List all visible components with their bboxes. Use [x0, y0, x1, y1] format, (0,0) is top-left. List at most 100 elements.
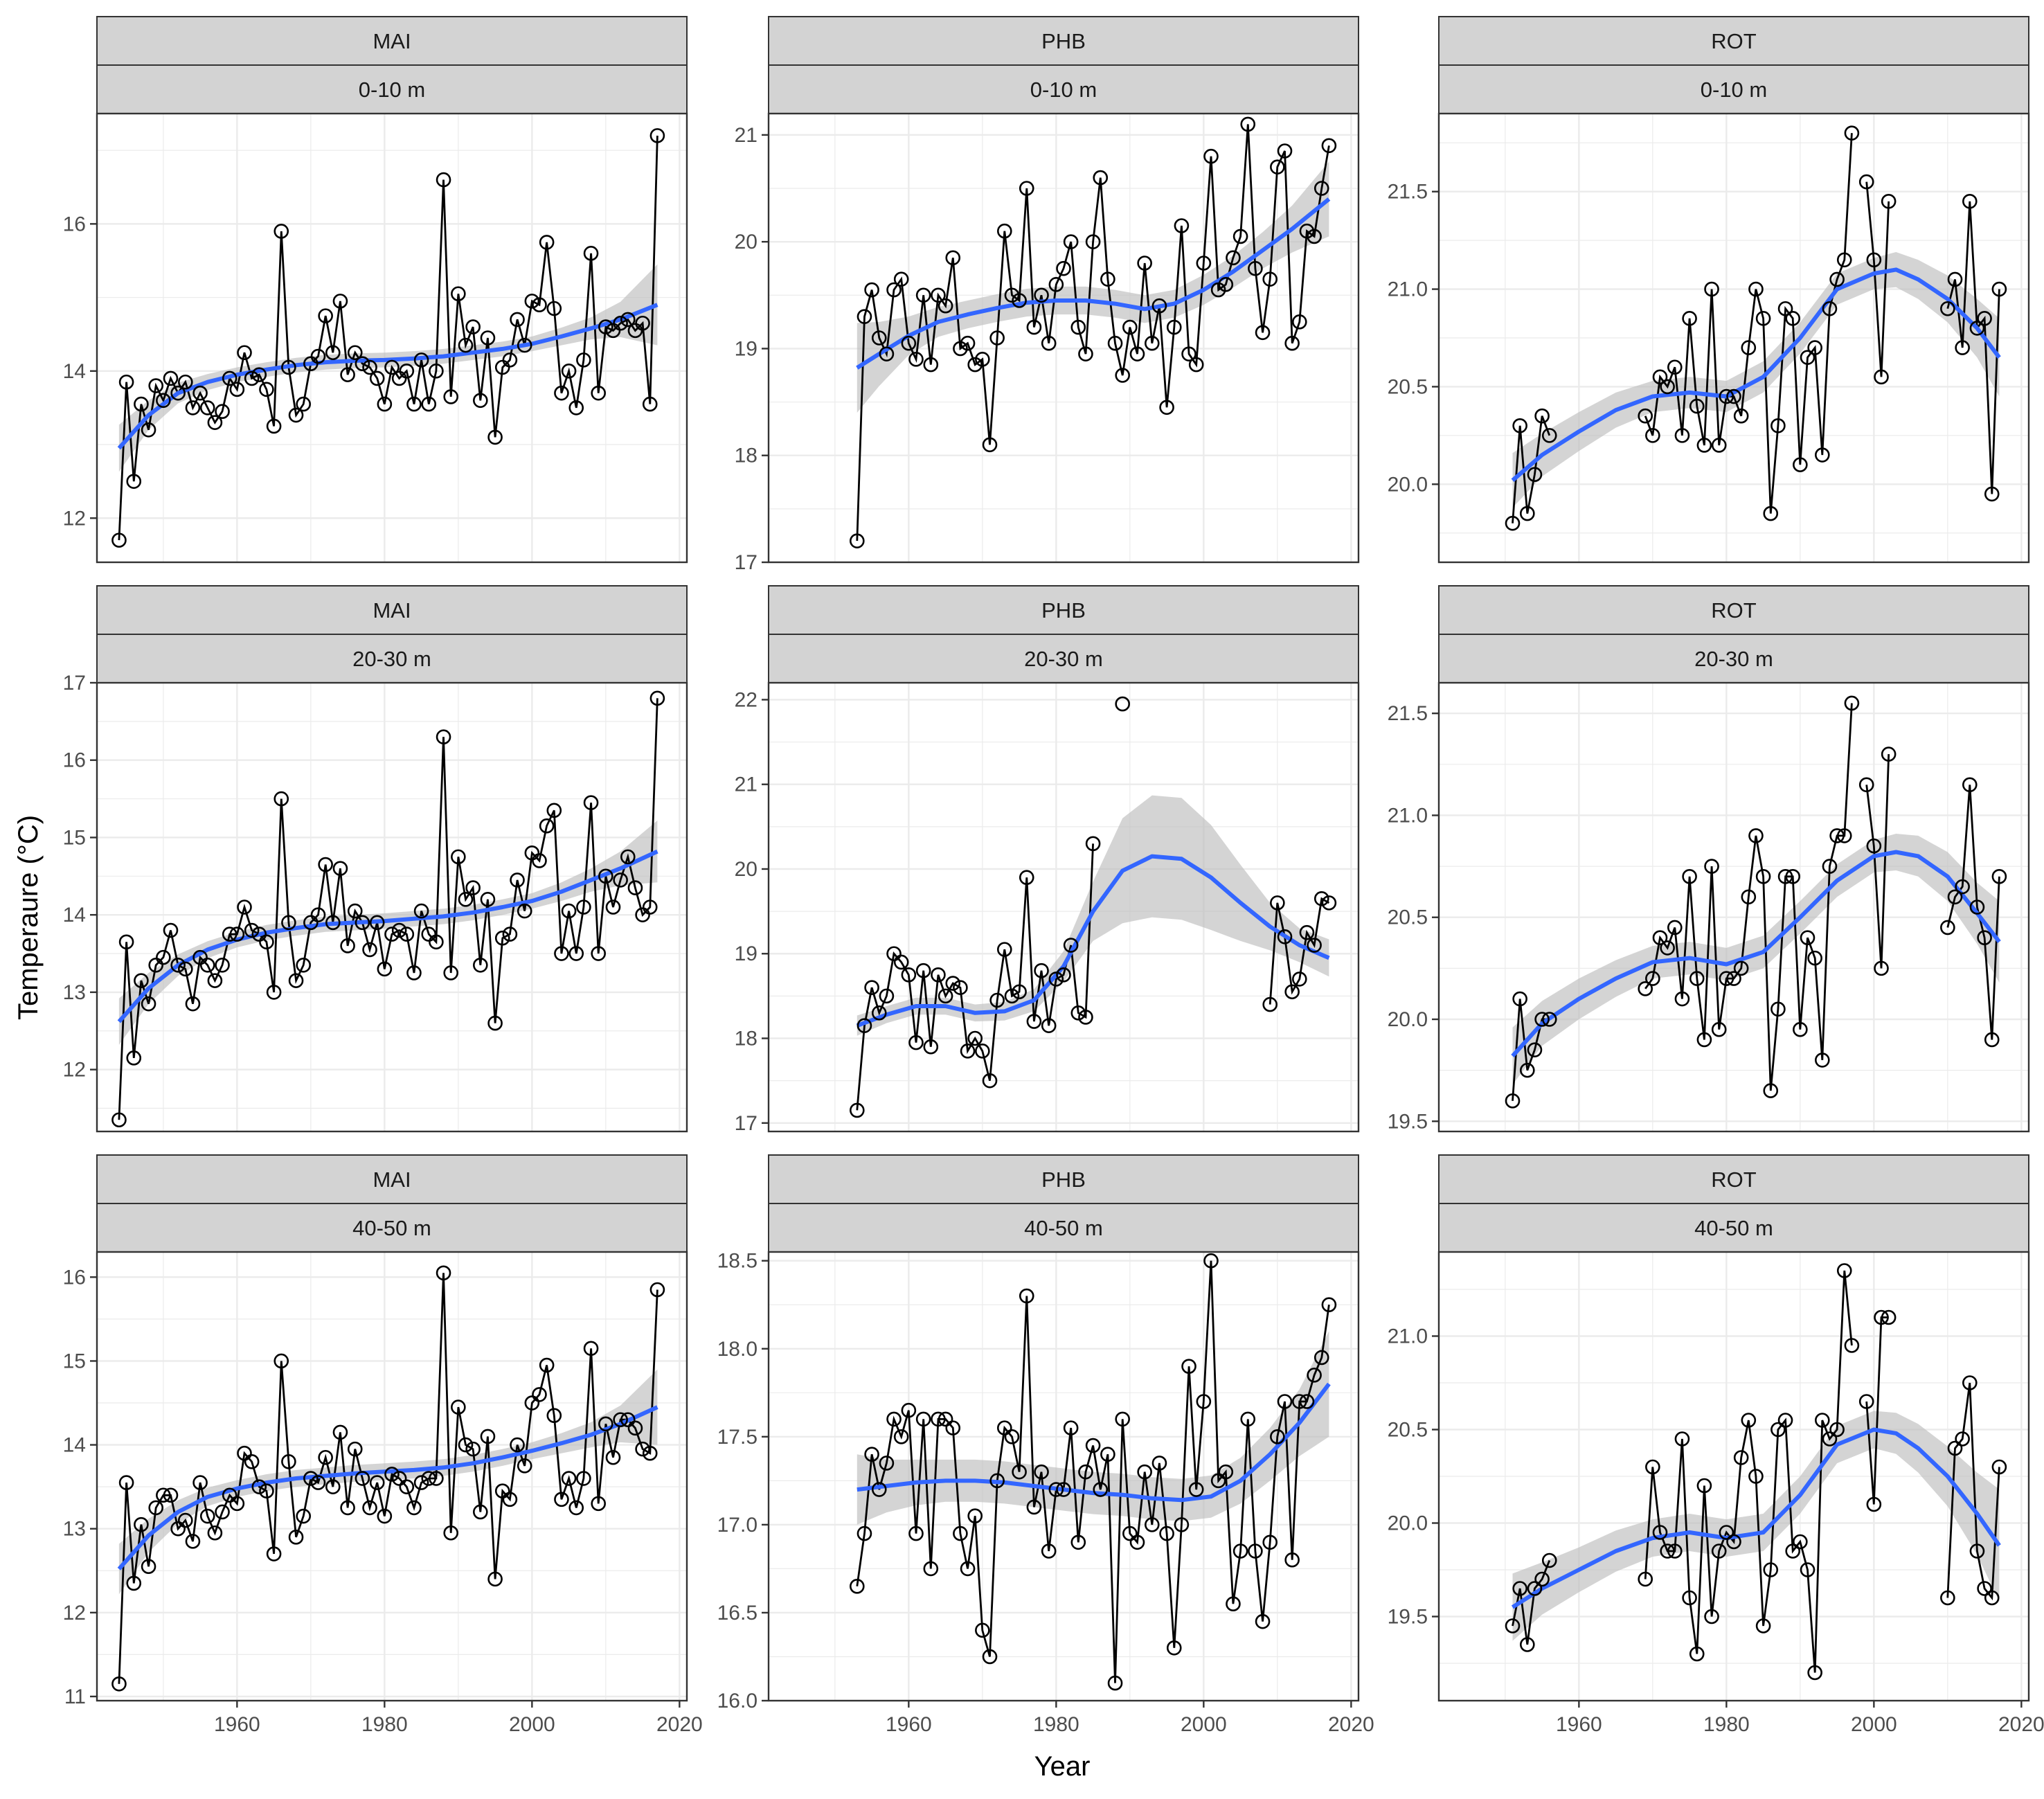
data-point: [850, 1579, 865, 1594]
data-point: [1800, 350, 1816, 365]
data-point: [1115, 368, 1130, 383]
y-tick-label: 16: [63, 1266, 86, 1289]
data-point: [1122, 1525, 1138, 1541]
data-point: [1070, 1534, 1086, 1550]
data-point: [156, 949, 171, 965]
y-tick-label: 19.5: [1388, 1110, 1428, 1133]
data-point: [642, 900, 658, 915]
data-point: [1696, 1032, 1712, 1048]
data-point: [539, 818, 555, 834]
data-point: [362, 359, 377, 375]
data-point: [989, 330, 1005, 346]
strip-depth-label: 40-50 m: [352, 1216, 431, 1240]
data-point: [340, 938, 355, 954]
data-point: [436, 729, 451, 745]
y-tick-label: 21.0: [1388, 804, 1428, 827]
data-point: [1210, 1473, 1226, 1489]
data-point: [1166, 1640, 1182, 1656]
data-point: [1004, 1429, 1020, 1444]
data-point: [517, 337, 532, 353]
data-point: [975, 1044, 990, 1059]
data-point: [613, 1412, 628, 1428]
data-point: [879, 988, 895, 1004]
data-point: [554, 1492, 569, 1507]
data-point: [1866, 252, 1882, 268]
data-point: [967, 1508, 983, 1523]
data-point: [1836, 828, 1852, 843]
data-point: [886, 946, 902, 962]
data-point: [237, 900, 252, 915]
data-point: [421, 1471, 437, 1486]
data-points: [850, 116, 1337, 548]
data-point: [1969, 321, 1985, 336]
data-point: [1321, 138, 1337, 154]
y-tick-label: 15: [63, 1350, 86, 1372]
data-point: [1512, 1581, 1527, 1596]
data-point: [377, 961, 393, 977]
y-tick-label: 21: [735, 124, 757, 147]
y-tick-label: 21.5: [1388, 181, 1428, 204]
data-point: [1696, 438, 1712, 453]
data-point: [532, 1387, 547, 1402]
data-point: [1085, 1438, 1101, 1453]
data-point: [1093, 170, 1109, 186]
data-point: [967, 1030, 983, 1046]
data-point: [281, 1454, 296, 1469]
data-point: [1940, 920, 1955, 936]
data-point: [274, 224, 289, 239]
data-point: [1188, 357, 1204, 373]
x-tick-label: 2000: [1851, 1713, 1897, 1736]
data-point: [554, 946, 569, 961]
x-tick-label: 2000: [509, 1713, 555, 1736]
data-point: [310, 1475, 326, 1490]
data-point: [1638, 408, 1653, 424]
data-point: [318, 308, 333, 323]
y-tick-label: 14: [63, 360, 86, 383]
data-point: [1770, 418, 1786, 433]
data-point: [377, 1508, 393, 1524]
smooth-trend-line: [117, 1405, 658, 1570]
data-point: [134, 973, 149, 988]
data-point: [384, 1467, 400, 1482]
data-point: [1063, 938, 1079, 953]
data-point: [1262, 996, 1278, 1012]
y-tick-label: 21.0: [1388, 1325, 1428, 1348]
data-point: [938, 298, 953, 314]
data-point: [126, 474, 142, 489]
strip-depth-label: 20-30 m: [352, 647, 431, 671]
strip-site: [1438, 16, 2029, 66]
data-point: [1181, 346, 1196, 361]
y-tick-label: 19: [735, 337, 757, 360]
data-point: [244, 1454, 260, 1469]
data-point: [369, 1475, 385, 1490]
data-point: [399, 1479, 415, 1494]
data-point: [1793, 1021, 1808, 1037]
gridlines: [1439, 1252, 2029, 1701]
data-point: [1314, 1350, 1329, 1366]
data-points: [111, 128, 665, 548]
data-point: [1026, 319, 1042, 335]
data-point: [539, 235, 555, 250]
data-point: [1674, 1431, 1690, 1447]
data-point: [1159, 1525, 1174, 1541]
data-point: [1122, 319, 1138, 335]
data-point: [1019, 181, 1034, 196]
data-point: [192, 385, 208, 401]
data-point: [546, 803, 562, 818]
data-point: [1307, 229, 1322, 244]
data-point: [1844, 125, 1860, 141]
data-point: [185, 400, 201, 415]
data-point: [1078, 1464, 1093, 1480]
data-point: [1785, 311, 1800, 326]
data-point: [1512, 418, 1527, 433]
data-point: [1012, 1464, 1027, 1480]
data-point: [170, 1521, 186, 1537]
data-point: [1218, 1464, 1234, 1480]
panel-border: [767, 112, 1360, 564]
data-point: [451, 849, 466, 865]
data-point: [406, 396, 422, 412]
data-point: [436, 1265, 451, 1281]
data-point: [1881, 193, 1897, 209]
data-point: [288, 973, 304, 988]
data-point: [487, 1015, 503, 1031]
